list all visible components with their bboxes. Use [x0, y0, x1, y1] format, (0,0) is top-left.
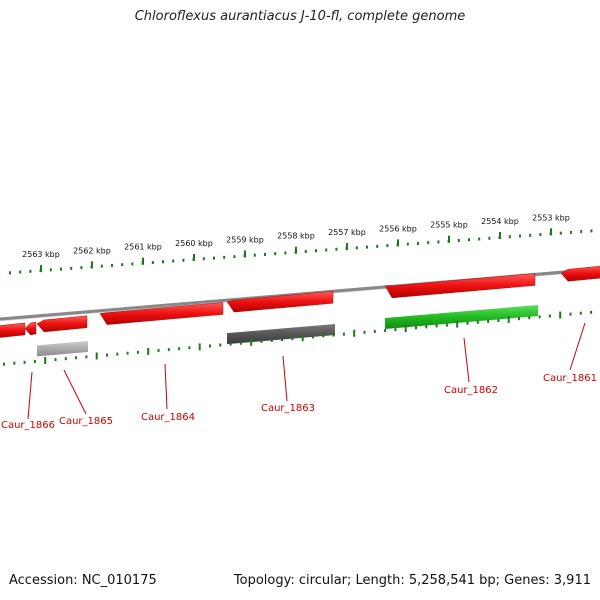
feature-bar[interactable] — [385, 305, 538, 330]
gene-callouts: Caur_1866 Caur_1865 Caur_1864 Caur_1863 Caur… — [1, 322, 597, 431]
gene-arrow[interactable] — [99, 302, 224, 325]
callout-line — [164, 363, 168, 410]
ruler-tick-label: 2554 kbp — [481, 217, 519, 226]
gene-arrow[interactable] — [560, 265, 600, 282]
feature-track — [37, 305, 538, 357]
accession-text: Accession: NC_010175 — [9, 573, 157, 588]
ruler-tick-labels: 2563 kbp 2562 kbp 2561 kbp 2560 kbp 2559 kbp… — [22, 213, 570, 259]
callout-line — [569, 322, 586, 371]
ruler-tick-label: 2562 kbp — [73, 246, 111, 255]
gene-label[interactable]: Caur_1863 — [261, 403, 315, 414]
gene-label[interactable]: Caur_1865 — [59, 416, 113, 427]
genome-summary-text: Topology: circular; Length: 5,258,541 bp… — [233, 573, 591, 588]
map-title: Chloroflexus aurantiacus J-10-fl, comple… — [134, 9, 466, 24]
callout-line — [27, 371, 33, 420]
ruler-tick-label: 2563 kbp — [22, 250, 60, 259]
gene-label[interactable]: Caur_1866 — [1, 420, 55, 431]
ruler-tick-label: 2555 kbp — [430, 221, 468, 230]
gene-arrow[interactable] — [24, 321, 37, 336]
callout-line — [463, 337, 470, 383]
feature-bar[interactable] — [37, 341, 88, 357]
feature-bar[interactable] — [227, 324, 335, 345]
ruler-tick-label: 2558 kbp — [277, 232, 315, 241]
ruler-outer — [9, 228, 593, 275]
gene-label[interactable]: Caur_1864 — [141, 412, 195, 423]
gene-arrow[interactable] — [384, 273, 536, 299]
callout-line — [282, 355, 288, 402]
ruler-tick-label: 2559 kbp — [226, 235, 264, 244]
gene-arrow[interactable] — [36, 315, 88, 333]
ruler-tick-label: 2553 kbp — [532, 213, 570, 222]
gene-track — [0, 265, 600, 338]
ruler-tick-label: 2557 kbp — [328, 228, 366, 237]
gene-arrow[interactable] — [0, 322, 26, 338]
ruler-tick-label: 2561 kbp — [124, 243, 162, 252]
callout-line — [63, 369, 87, 415]
gene-arrow[interactable] — [226, 291, 334, 313]
ruler-tick-label: 2560 kbp — [175, 239, 213, 248]
ruler-inner — [3, 310, 593, 366]
ruler-tick-label: 2556 kbp — [379, 224, 417, 233]
gene-label[interactable]: Caur_1861 — [543, 373, 597, 384]
gene-label[interactable]: Caur_1862 — [444, 385, 498, 396]
